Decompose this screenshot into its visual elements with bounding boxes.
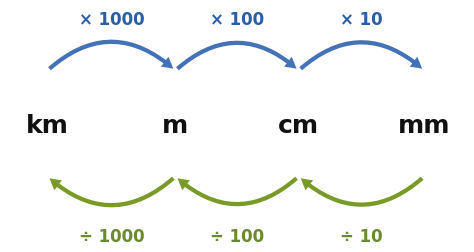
Text: × 1000: × 1000 <box>79 11 144 29</box>
FancyArrowPatch shape <box>300 40 422 70</box>
Text: ÷ 10: ÷ 10 <box>340 228 383 246</box>
Text: m: m <box>162 114 189 138</box>
FancyArrowPatch shape <box>176 41 297 70</box>
Text: × 10: × 10 <box>340 11 383 29</box>
Text: × 100: × 100 <box>210 11 264 29</box>
FancyArrowPatch shape <box>177 177 298 206</box>
Text: ÷ 100: ÷ 100 <box>210 228 264 246</box>
Text: cm: cm <box>278 114 319 138</box>
Text: ÷ 1000: ÷ 1000 <box>79 228 144 246</box>
Text: km: km <box>26 114 69 138</box>
FancyArrowPatch shape <box>48 40 173 70</box>
Text: mm: mm <box>398 114 450 138</box>
FancyArrowPatch shape <box>49 177 174 207</box>
FancyArrowPatch shape <box>301 177 423 207</box>
